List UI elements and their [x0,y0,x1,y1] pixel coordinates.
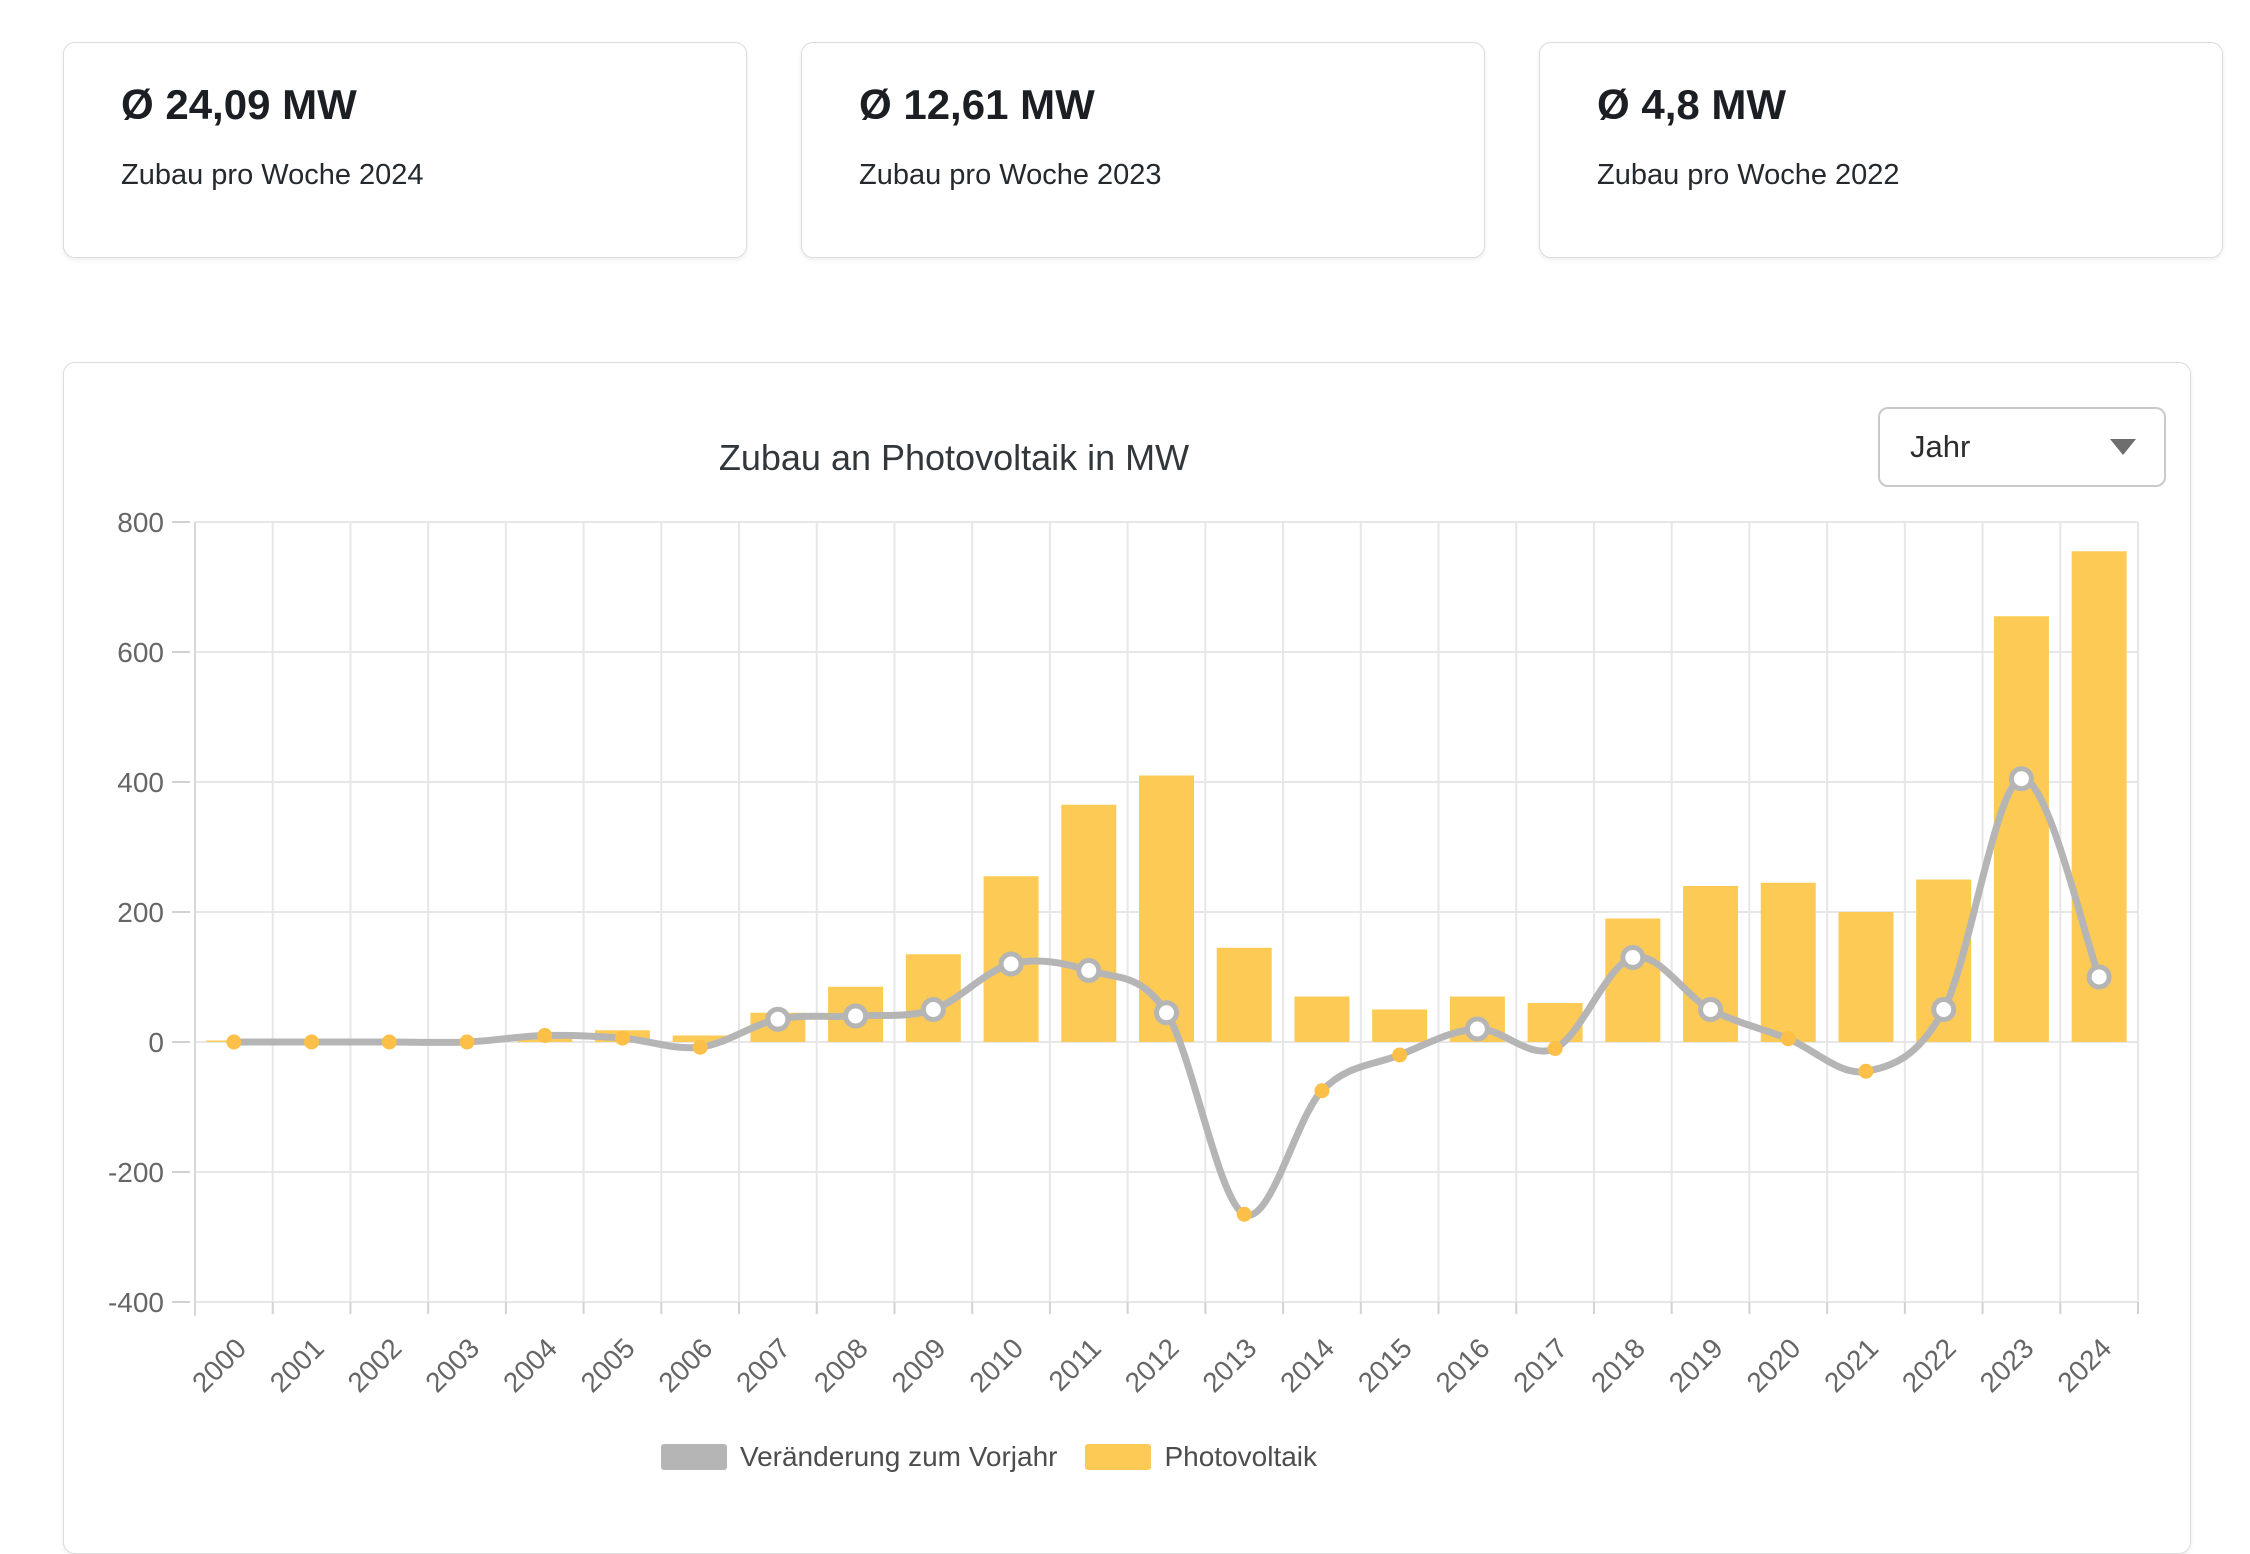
line-marker-2000[interactable] [226,1034,242,1050]
bar-2013[interactable] [1216,947,1272,1042]
bar-2015[interactable] [1372,1009,1428,1043]
x-axis-label-2002: 2002 [342,1332,408,1398]
line-marker-2002[interactable] [381,1034,397,1050]
line-marker-2004[interactable] [537,1028,553,1043]
x-axis-label-2008: 2008 [808,1332,874,1398]
y-axis-label: 600 [117,637,164,668]
line-marker-2014[interactable] [1314,1083,1330,1099]
y-axis-label: 0 [148,1027,164,1058]
bar-2014[interactable] [1294,996,1350,1043]
line-marker-2012[interactable] [1154,1000,1179,1026]
line-marker-2019[interactable] [1698,997,1724,1022]
stat-card-2023: Ø 12,61 MW Zubau pro Woche 2023 [801,42,1485,258]
chart-card: 800 600 400 200 0 -200 -400 2000 2001 2002 2003 200… [63,362,2191,1554]
x-axis-label-2015: 2015 [1352,1332,1418,1398]
bar-2020[interactable] [1760,882,1816,1042]
chevron-down-icon [2110,439,2136,455]
x-axis-label-2001: 2001 [264,1332,330,1398]
line-marker-2011[interactable] [1076,958,1102,983]
line-marker-2001[interactable] [304,1034,320,1050]
line-marker-2003[interactable] [459,1034,475,1050]
y-axis-label: -200 [108,1157,164,1188]
line-marker-2015[interactable] [1392,1047,1408,1063]
y-axis-label: 400 [117,767,164,798]
stat-label: Zubau pro Woche 2023 [859,159,1162,191]
x-axis-label-2012: 2012 [1119,1332,1185,1398]
x-axis-label-2022: 2022 [1896,1332,1962,1398]
line-marker-2021[interactable] [1858,1063,1874,1079]
line-marker-2010[interactable] [998,951,1024,977]
stat-card-2022: Ø 4,8 MW Zubau pro Woche 2022 [1539,42,2223,258]
x-axis-label-2007: 2007 [730,1332,796,1398]
line-marker-2007[interactable] [765,1006,791,1032]
x-axis-label-2011: 2011 [1043,1332,1108,1397]
chart-title: Zubau an Photovoltaik in MW [718,437,1190,478]
bar-2006[interactable] [672,1035,728,1043]
y-axis-label: 800 [117,507,164,538]
x-axis-label-2004: 2004 [497,1332,563,1398]
bar-2017[interactable] [1527,1003,1583,1042]
line-marker-2020[interactable] [1780,1031,1796,1047]
stat-value: Ø 12,61 MW [859,81,1095,128]
stat-value: Ø 4,8 MW [1597,81,1787,128]
legend-item-photovoltaik[interactable]: Photovoltaik [1085,1441,1317,1473]
line-marker-2017[interactable] [1547,1041,1563,1056]
x-axis-label-2005: 2005 [575,1332,641,1398]
dashboard-page: { "stat_cards": [ { "value": "Ø 24,09 MW… [63,42,2223,1554]
chart-legend: Veränderung zum Vorjahr Photovoltaik [64,1441,1914,1473]
line-marker-2013[interactable] [1236,1206,1252,1222]
x-axis-label-2020: 2020 [1741,1332,1807,1398]
x-axis-label-2019: 2019 [1663,1332,1729,1398]
x-axis-label-2016: 2016 [1430,1332,1496,1398]
x-axis-label-2003: 2003 [419,1332,485,1398]
legend-swatch-gray [660,1444,727,1470]
line-marker-2024[interactable] [2086,964,2112,990]
line-marker-2008[interactable] [843,1003,869,1029]
stat-label: Zubau pro Woche 2024 [121,159,424,191]
bar-2023[interactable] [1993,616,2049,1042]
x-axis-label-2017: 2017 [1507,1332,1573,1398]
y-axis-label: -400 [108,1287,164,1318]
x-axis-label-2010: 2010 [963,1332,1029,1398]
legend-item-veraenderung-zum-vorjahr[interactable]: Veränderung zum Vorjahr [660,1441,1058,1473]
bar-2024[interactable] [2071,551,2127,1042]
line-marker-2005[interactable] [614,1030,630,1046]
line-marker-2006[interactable] [692,1039,708,1055]
line-marker-2009[interactable] [920,997,946,1022]
x-axis-label-2000: 2000 [186,1332,252,1398]
line-marker-2018[interactable] [1620,945,1646,970]
y-axis-label: 200 [117,897,164,928]
x-axis-label-2006: 2006 [652,1332,718,1398]
bar-2018[interactable] [1605,918,1661,1043]
bar-2011[interactable] [1061,804,1117,1042]
x-axis-label-2021: 2021 [1818,1332,1884,1398]
legend-swatch-yellow [1085,1444,1152,1470]
x-axis-label-2013: 2013 [1196,1332,1262,1398]
year-dropdown[interactable]: Jahr [1878,407,2166,487]
line-marker-2022[interactable] [1931,997,1957,1022]
legend-label: Photovoltaik [1164,1441,1318,1472]
x-axis-label-2024: 2024 [2051,1332,2117,1398]
year-dropdown-value: Jahr [1910,429,1971,464]
stat-value: Ø 24,09 MW [121,81,357,128]
bar-2021[interactable] [1838,912,1894,1042]
x-axis-label-2018: 2018 [1585,1332,1651,1398]
bar-2012[interactable] [1139,775,1194,1043]
stat-label: Zubau pro Woche 2022 [1597,159,1900,191]
stat-card-2024: Ø 24,09 MW Zubau pro Woche 2024 [63,42,747,258]
legend-label: Veränderung zum Vorjahr [739,1441,1058,1472]
line-marker-2016[interactable] [1464,1016,1490,1042]
x-axis-label-2023: 2023 [1974,1332,2040,1398]
line-marker-2023[interactable] [2008,766,2034,792]
x-axis-label-2014: 2014 [1274,1332,1340,1398]
x-axis-label-2009: 2009 [886,1332,952,1398]
